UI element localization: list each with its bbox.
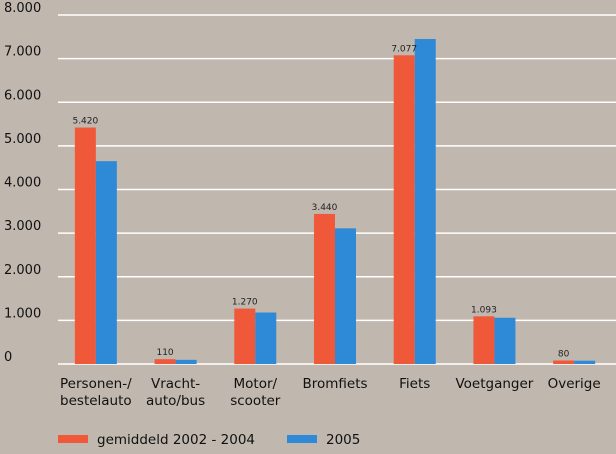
x-tick-label-line: bestelauto (60, 393, 132, 409)
x-tick-label-line: Personen-/ (60, 376, 132, 392)
bar-avg-2002-2004 (74, 127, 96, 365)
bar-2005 (574, 360, 596, 364)
data-labels: 5.420 110 1.270 3.440 7.077 1.093 80 (72, 44, 569, 359)
x-tick-label-line: Motor/ (234, 376, 278, 392)
data-label: 7.077 (391, 44, 417, 54)
data-label: 1.270 (232, 298, 258, 308)
y-tick-label: 7.000 (4, 45, 41, 60)
x-tick-label: Bromfiets (302, 376, 367, 392)
legend-label: 2005 (326, 432, 360, 448)
gridlines (58, 14, 616, 365)
bar-avg-2002-2004 (234, 308, 256, 364)
bar-2005 (414, 38, 436, 365)
bar-avg-2002-2004 (473, 316, 495, 364)
y-axis-ticks: 0 1.000 2.000 3.000 4.000 5.000 6.000 7.000 8.00… (4, 1, 41, 365)
x-tick-label-line: scooter (230, 393, 281, 409)
bars (74, 38, 596, 365)
legend-swatch (287, 435, 317, 443)
legend: gemiddeld 2002 - 2004 2005 (58, 432, 360, 448)
x-tick-label-line: Bromfiets (302, 376, 367, 392)
bar-avg-2002-2004 (553, 360, 575, 364)
bar-2005 (95, 161, 117, 364)
x-tick-label-line: Voetganger (455, 376, 533, 392)
x-tick-label-line: Vracht- (151, 376, 200, 392)
legend-label: gemiddeld 2002 - 2004 (97, 432, 255, 448)
x-tick-label-line: Fiets (399, 376, 430, 392)
x-axis-ticks: Personen-/bestelauto Vracht-auto/bus Motor… (60, 376, 601, 409)
y-tick-label: 5.000 (4, 132, 41, 147)
data-label: 3.440 (312, 203, 338, 213)
x-tick-label: Motor/scooter (230, 376, 281, 409)
x-tick-label: Fiets (399, 376, 430, 392)
y-tick-label: 6.000 (4, 88, 41, 103)
x-tick-label: Voetganger (455, 376, 533, 392)
y-tick-label: 8.000 (4, 1, 41, 16)
y-tick-label: 3.000 (4, 219, 41, 234)
y-tick-label: 0 (4, 350, 12, 365)
bar-2005 (255, 312, 277, 364)
y-tick-label: 1.000 (4, 306, 41, 321)
bar-2005 (335, 228, 356, 364)
x-tick-label: Vracht-auto/bus (146, 376, 205, 409)
data-label: 1.093 (471, 305, 497, 315)
data-label: 80 (558, 350, 570, 360)
x-tick-label: Personen-/bestelauto (60, 376, 132, 409)
bar-avg-2002-2004 (393, 55, 415, 365)
x-tick-label-line: Overige (548, 376, 601, 392)
y-tick-label: 2.000 (4, 263, 41, 278)
bar-avg-2002-2004 (154, 359, 176, 364)
data-label: 5.420 (72, 117, 98, 127)
bar-2005 (494, 317, 516, 364)
bar-avg-2002-2004 (314, 213, 335, 364)
data-label: 110 (156, 348, 173, 358)
y-tick-label: 4.000 (4, 176, 41, 191)
x-tick-label: Overige (548, 376, 601, 392)
x-tick-label-line: auto/bus (146, 393, 205, 409)
legend-swatch (58, 435, 88, 443)
bar-2005 (175, 359, 197, 364)
